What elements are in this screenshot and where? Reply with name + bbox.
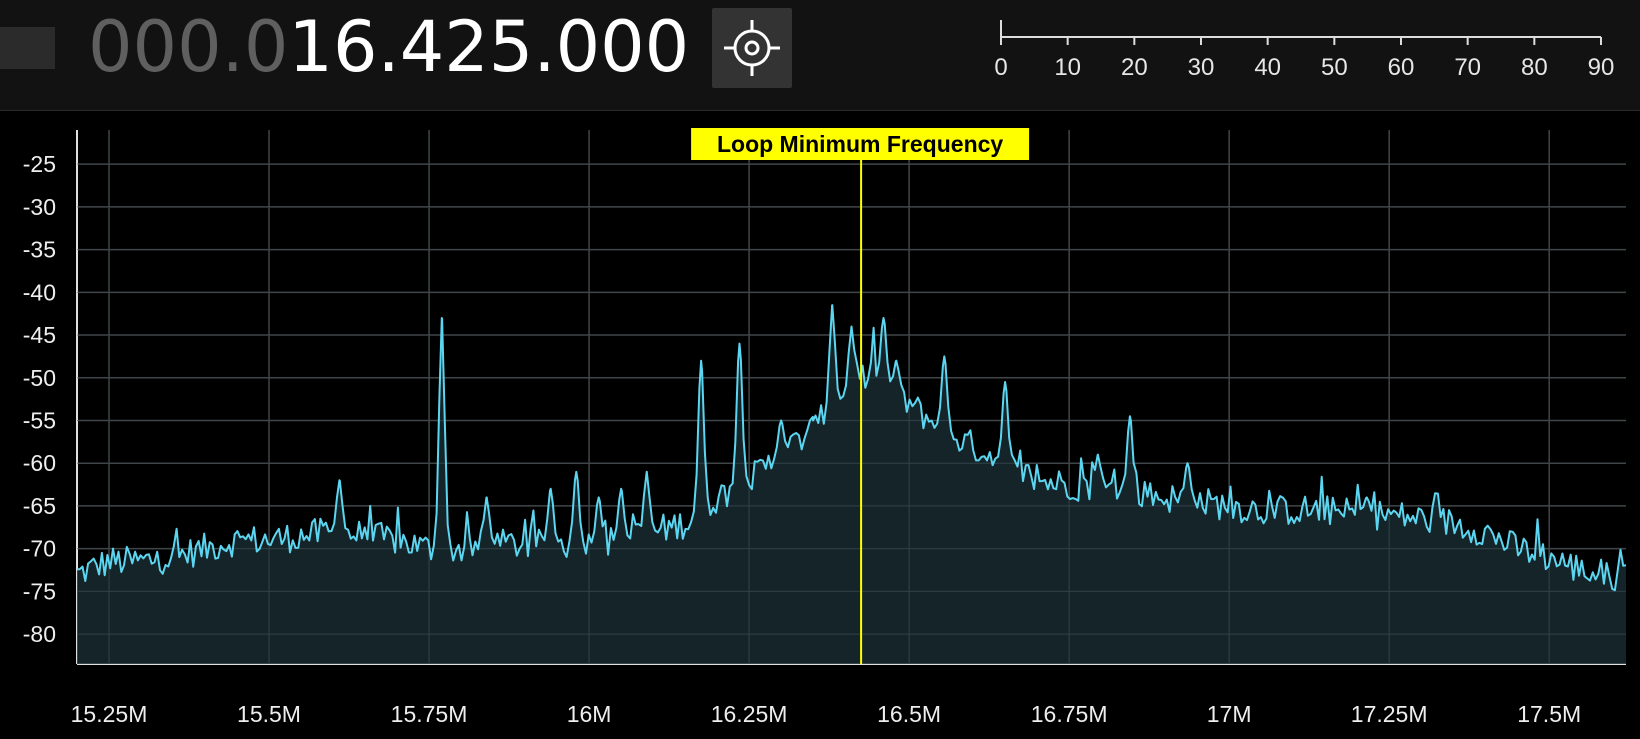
scale-tick-label: 60	[1388, 54, 1415, 81]
x-tick-label: 16.5M	[877, 701, 941, 727]
y-tick-label: -25	[23, 151, 56, 177]
y-tick-label: -40	[23, 279, 56, 305]
y-tick-label: -50	[23, 365, 56, 391]
spectrum-plot[interactable]: -25 -30 -35 -40 -45 -50 -55 -60 -65 -70 -75 -80 15.2…	[0, 118, 1640, 734]
spectrum-fill	[77, 305, 1626, 664]
scale-tick-label: 40	[1254, 54, 1281, 81]
x-tick-label: 16M	[567, 701, 612, 727]
y-tick-label: -60	[23, 450, 56, 476]
menu-tab[interactable]	[0, 27, 55, 69]
y-tick-label: -45	[23, 322, 56, 348]
scale-tick-label: 70	[1454, 54, 1481, 81]
x-tick-label: 15.75M	[391, 701, 468, 727]
scale-tick-label: 80	[1521, 54, 1548, 81]
y-tick-label: -75	[23, 578, 56, 604]
frequency-display[interactable]: 000.016.425.000	[88, 2, 689, 92]
scale-tick-label: 20	[1121, 54, 1148, 81]
frequency-leading-digits[interactable]: 000.0	[88, 6, 289, 88]
y-tick-label: -65	[23, 493, 56, 519]
x-tick-label: 17.25M	[1351, 701, 1428, 727]
x-tick-label: 15.25M	[71, 701, 148, 727]
scale-tick-label: 50	[1321, 54, 1348, 81]
spectrum-trace	[76, 304, 1627, 592]
crosshair-icon	[724, 20, 780, 76]
y-tick-label: -70	[23, 536, 56, 562]
scale-tick-label: 10	[1054, 54, 1081, 81]
spectrum-chart[interactable]: -25 -30 -35 -40 -45 -50 -55 -60 -65 -70 -75 -80 15.2…	[0, 118, 1640, 734]
y-tick-label: -30	[23, 194, 56, 220]
frequency-significant-digits[interactable]: 16.425.000	[288, 6, 690, 88]
scale-tick-label: 0	[994, 54, 1007, 81]
y-tick-label: -35	[23, 237, 56, 263]
x-tick-label: 17.5M	[1517, 701, 1581, 727]
x-tick-label: 16.75M	[1031, 701, 1108, 727]
center-frequency-button[interactable]	[712, 8, 792, 88]
toolbar: 000.016.425.000 0 10 20 30 40 50 60 70 80 90	[0, 0, 1640, 111]
marker-label-box[interactable]	[691, 128, 1030, 160]
gain-scale[interactable]: 0 10 20 30 40 50 60 70 80 90	[990, 10, 1630, 90]
x-tick-label: 17M	[1207, 701, 1252, 727]
scale-tick-label: 30	[1188, 54, 1215, 81]
marker-label: Loop Minimum Frequency	[717, 131, 1003, 157]
x-tick-label: 16.25M	[711, 701, 788, 727]
y-tick-label: -55	[23, 407, 56, 433]
x-tick-label: 15.5M	[237, 701, 301, 727]
y-tick-label: -80	[23, 621, 56, 647]
scale-tick-label: 90	[1588, 54, 1615, 81]
